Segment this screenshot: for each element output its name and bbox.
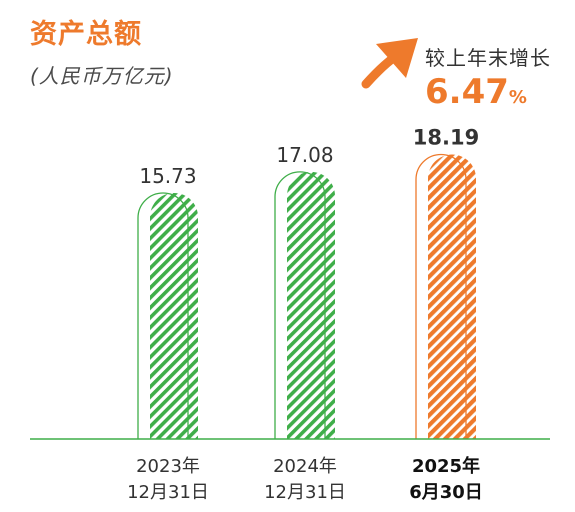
chart-subtitle: (人民币万亿元): [30, 64, 174, 88]
bar-value-label: 17.08: [276, 143, 333, 167]
chart-title: 资产总额: [30, 19, 142, 50]
growth-number: 6.47: [425, 72, 509, 112]
category-label: 2023年: [136, 456, 200, 477]
growth-arrow-icon: [361, 38, 418, 89]
category-label: 6月30日: [409, 482, 483, 503]
growth-value: 6.47%: [425, 72, 527, 112]
bar: [150, 192, 198, 439]
bar: [287, 171, 335, 439]
bar-value-label: 18.19: [413, 125, 479, 149]
bar-group: 17.08 2024年 12月31日: [264, 143, 346, 503]
bar-group: 18.19 2025年 6月30日: [409, 125, 483, 503]
bar: [428, 154, 476, 439]
bar-group: 15.73 2023年 12月31日: [127, 164, 209, 503]
bar-outline: [137, 192, 189, 439]
bar-outline: [415, 153, 467, 439]
category-label: 2025年: [412, 455, 480, 477]
category-label: 2024年: [273, 456, 337, 477]
category-label: 12月31日: [264, 482, 346, 503]
growth-label: 较上年末增长: [425, 46, 551, 70]
category-label: 12月31日: [127, 482, 209, 503]
bar-outline: [274, 171, 326, 439]
growth-unit: %: [508, 87, 527, 108]
bar-value-label: 15.73: [139, 164, 196, 188]
